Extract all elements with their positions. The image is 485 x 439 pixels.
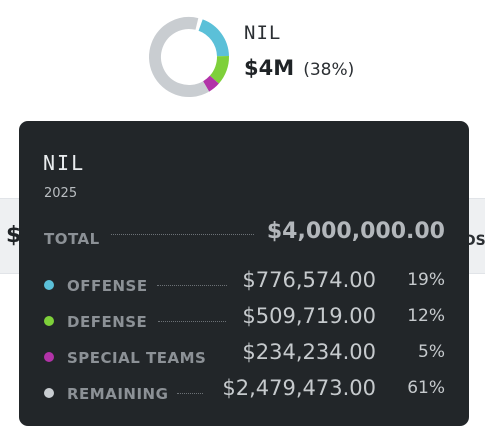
total-value: $4,000,000.00: [266, 219, 445, 244]
breakdown-row-defense: DEFENSE $509,719.00 12%: [19, 304, 469, 334]
breakdown-row-special-teams: SPECIAL TEAMS $234,234.00 5%: [19, 340, 469, 370]
tooltip-title: NIL: [43, 151, 86, 175]
special-teams-label: SPECIAL TEAMS: [67, 349, 207, 367]
breakdown-row-offense: OFFENSE $776,574.00 19%: [19, 268, 469, 298]
total-row: TOTAL $4,000,000.00: [19, 219, 469, 249]
offense-color-dot: [44, 280, 54, 290]
offense-label: OFFENSE: [67, 277, 148, 295]
defense-amount: $509,719.00: [242, 304, 376, 328]
nil-breakdown-tooltip: NIL 2025 TOTAL $4,000,000.00 OFFENSE $77…: [19, 121, 469, 426]
special-teams-percent: 5%: [418, 342, 445, 362]
donut-segment-remaining[interactable]: [146, 14, 232, 100]
remaining-color-dot: [44, 388, 54, 398]
remaining-leader-dots: [177, 393, 203, 394]
summary-value: $4M (38%): [244, 56, 354, 80]
remaining-label: REMAINING: [67, 385, 169, 403]
background-left-text: $: [6, 223, 22, 248]
offense-leader-dots: [157, 285, 227, 286]
nil-donut-chart[interactable]: [146, 14, 232, 100]
defense-color-dot: [44, 316, 54, 326]
defense-label: DEFENSE: [67, 313, 148, 331]
offense-amount: $776,574.00: [242, 268, 376, 292]
special-teams-color-dot: [44, 352, 54, 362]
special-teams-amount: $234,234.00: [242, 340, 376, 364]
background-right-text: DS: [464, 233, 485, 249]
total-leader-dots: [111, 234, 254, 235]
breakdown-row-remaining: REMAINING $2,479,473.00 61%: [19, 376, 469, 406]
summary-amount: $4M: [244, 56, 295, 80]
defense-percent: 12%: [407, 306, 445, 326]
donut-segment-defense[interactable]: [146, 14, 232, 100]
summary-percent: (38%): [303, 60, 355, 80]
summary-label: NIL: [244, 22, 282, 44]
tooltip-year: 2025: [44, 186, 78, 201]
offense-percent: 19%: [407, 270, 445, 290]
remaining-percent: 61%: [407, 378, 445, 398]
defense-leader-dots: [158, 321, 226, 322]
total-label: TOTAL: [44, 230, 100, 248]
remaining-amount: $2,479,473.00: [222, 376, 376, 400]
